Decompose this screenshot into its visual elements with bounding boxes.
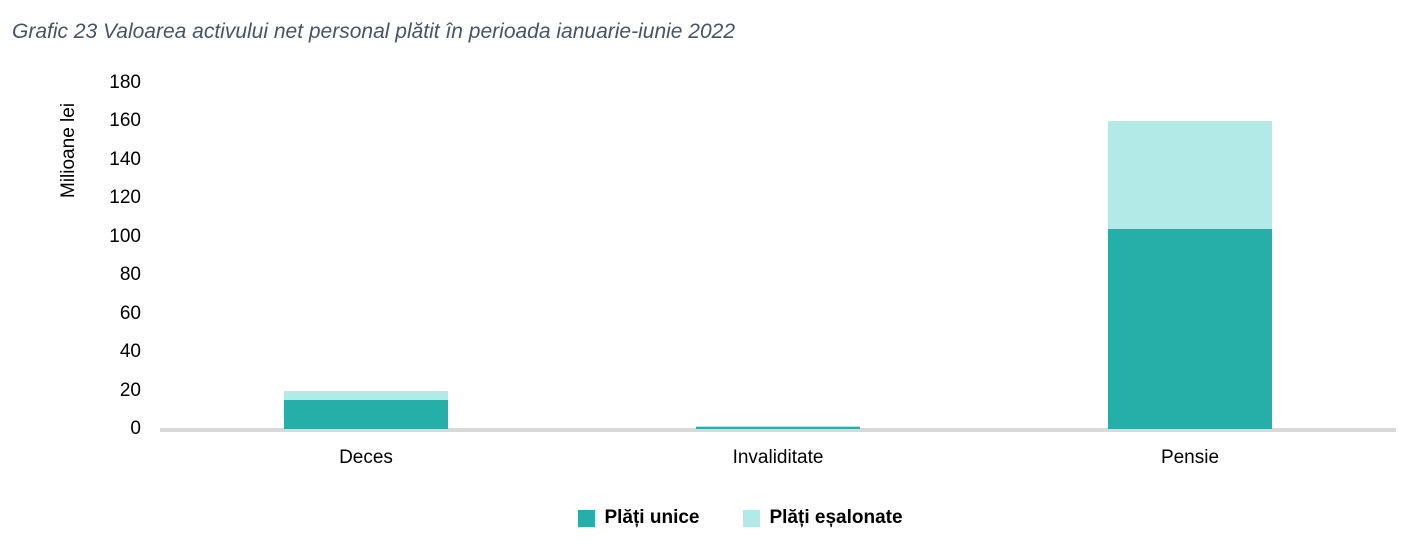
bar-segment-deces-series1 [284, 390, 448, 401]
y-tick-label: 180 [109, 72, 141, 93]
y-tick-label: 80 [119, 264, 141, 286]
y-tick-label: 0 [130, 418, 141, 439]
y-tick-label: 100 [109, 225, 141, 247]
x-axis-label-pensie: Pensie [1160, 447, 1220, 468]
chart-title: Grafic 23 Valoarea activului net persona… [12, 20, 736, 43]
y-tick-label: 160 [109, 110, 141, 132]
x-axis-line [160, 428, 1396, 432]
legend: Plăți unice Plăți eșalonate [60, 507, 1421, 529]
legend-item-1: Plăți eșalonate [743, 507, 903, 529]
y-axis-title: Milioane lei [58, 102, 79, 198]
bar-segment-pensie-series0 [1108, 229, 1272, 429]
legend-label: Plăți eșalonate [769, 507, 903, 528]
bar-segment-invaliditate-series0 [696, 427, 860, 429]
y-tick-label: 140 [109, 148, 141, 170]
bar-segment-pensie-series1 [1108, 121, 1272, 230]
legend-swatch-icon [578, 509, 596, 527]
y-tick-label: 120 [109, 187, 141, 209]
plot-area [160, 83, 1396, 432]
y-tick-label: 40 [119, 341, 141, 363]
legend-item-0: Plăți unice [578, 507, 699, 529]
legend-swatch-icon [743, 509, 761, 527]
legend-label: Plăți unice [604, 507, 700, 528]
x-axis-label-deces: Deces [339, 447, 393, 468]
x-axis-label-invaliditate: Invaliditate [732, 447, 824, 468]
bar-segment-deces-series0 [284, 400, 448, 429]
bar-segment-invaliditate-series1 [696, 426, 860, 428]
y-tick-label: 60 [119, 302, 141, 324]
y-tick-label: 20 [119, 379, 141, 401]
